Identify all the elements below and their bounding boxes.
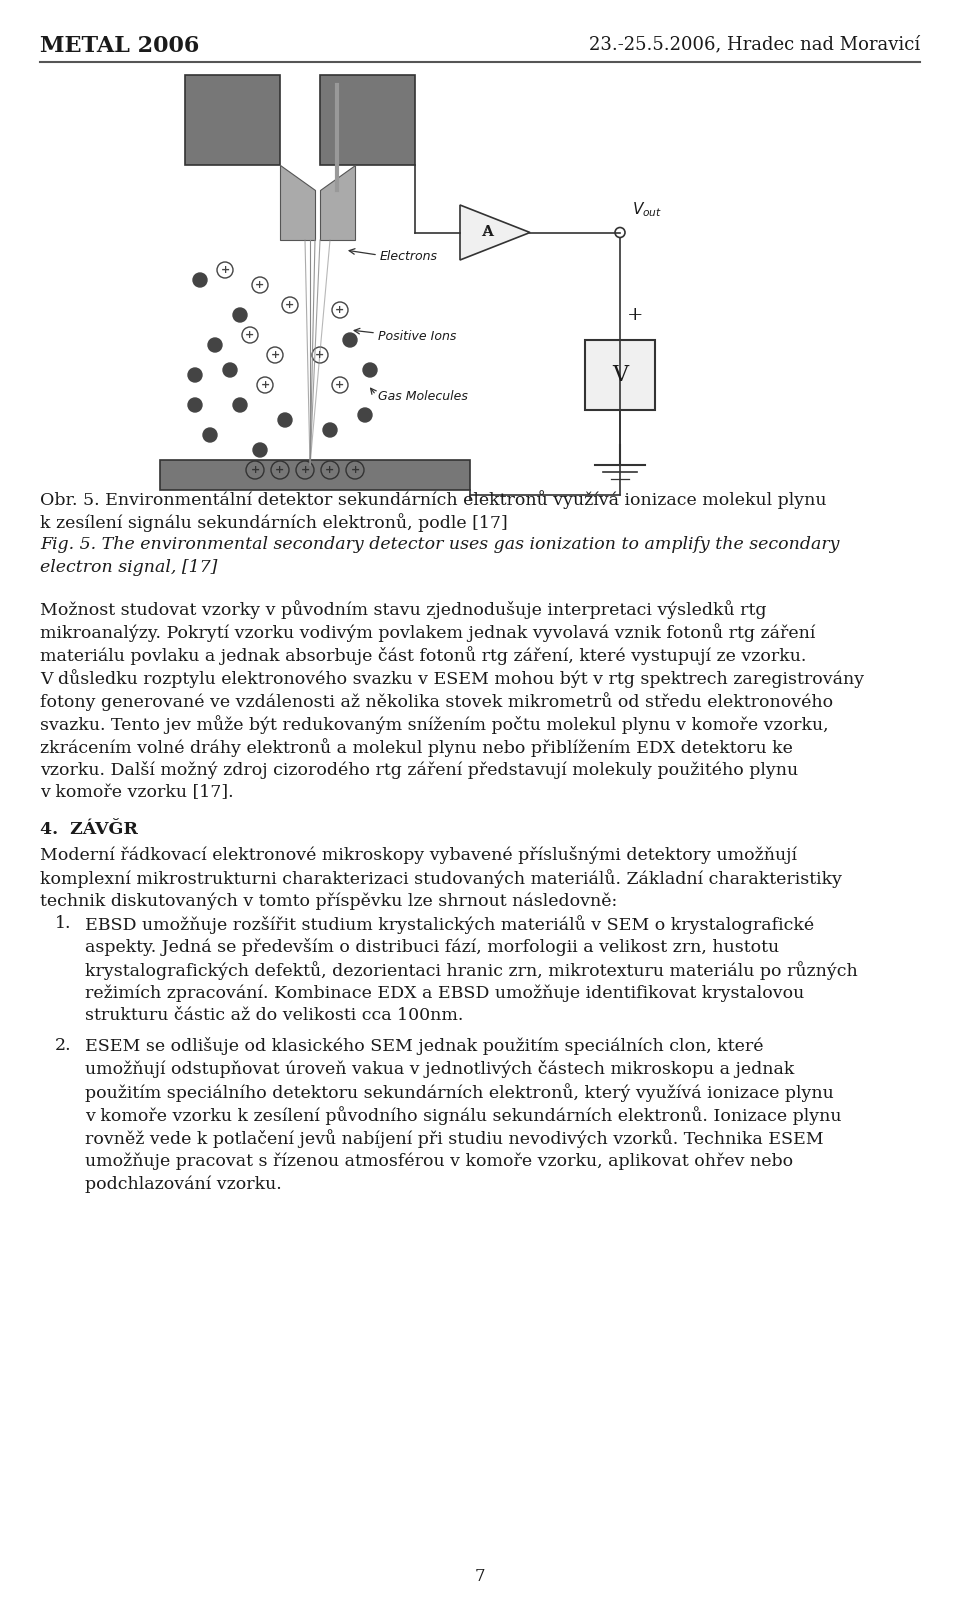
Polygon shape (280, 165, 315, 240)
Text: svazku. Tento jev může být redukovaným snížením počtu molekul plynu v komoře vzo: svazku. Tento jev může být redukovaným s… (40, 715, 828, 734)
Text: +: + (325, 466, 335, 475)
Text: 2.: 2. (55, 1037, 72, 1054)
Text: A: A (483, 226, 493, 240)
Circle shape (193, 274, 207, 286)
Text: $V_{out}$: $V_{out}$ (632, 200, 662, 219)
Text: 7: 7 (474, 1568, 486, 1586)
Text: Fig. 5. The environmental secondary detector uses gas ionization to amplify the : Fig. 5. The environmental secondary dete… (40, 536, 839, 554)
Text: Gas Molecules: Gas Molecules (378, 390, 468, 403)
Text: Obr. 5. Environmentální detektor sekundárních elektronů využívá ionizace molekul: Obr. 5. Environmentální detektor sekundá… (40, 490, 827, 509)
Text: +: + (246, 330, 254, 341)
Bar (585, 341, 655, 410)
Bar (160, 461, 470, 490)
Circle shape (358, 408, 372, 422)
Circle shape (278, 413, 292, 427)
Text: +: + (271, 350, 279, 360)
Text: technik diskutovaných v tomto příspěvku lze shrnout následovně:: technik diskutovaných v tomto příspěvku … (40, 893, 617, 910)
Text: +: + (255, 280, 265, 290)
Text: 1.: 1. (55, 915, 71, 933)
Text: +: + (335, 379, 345, 390)
Text: rovněž vede k potlačení jevů nabíjení při studiu nevodivých vzorků. Technika ESE: rovněž vede k potlačení jevů nabíjení př… (85, 1130, 824, 1149)
Text: umožňuje pracovat s řízenou atmosférou v komoře vzorku, aplikovat ohřev nebo: umožňuje pracovat s řízenou atmosférou v… (85, 1152, 793, 1170)
Circle shape (253, 443, 267, 458)
Text: +: + (221, 266, 229, 275)
Text: +: + (276, 466, 284, 475)
Text: krystalografických defektů, dezorientaci hranic zrn, mikrotexturu materiálu po r: krystalografických defektů, dezorientaci… (85, 962, 857, 981)
Text: +: + (335, 306, 345, 315)
Text: k zesílení signálu sekundárních elektronů, podle [17]: k zesílení signálu sekundárních elektron… (40, 514, 508, 531)
Circle shape (188, 368, 202, 382)
Text: strukturu částic až do velikosti cca 100nm.: strukturu částic až do velikosti cca 100… (85, 1008, 464, 1024)
Circle shape (233, 398, 247, 411)
Text: zkrácením volné dráhy elektronů a molekul plynu nebo přiblížením EDX detektoru k: zkrácením volné dráhy elektronů a moleku… (40, 739, 793, 757)
Circle shape (233, 307, 247, 322)
Text: aspekty. Jedná se především o distribuci fází, morfologii a velikost zrn, hustot: aspekty. Jedná se především o distribuci… (85, 939, 780, 957)
Text: +: + (316, 350, 324, 360)
Text: Možnost studovat vzorky v původním stavu zjednodušuje interpretaci výsledků rtg: Možnost studovat vzorky v původním stavu… (40, 600, 766, 619)
Polygon shape (460, 205, 530, 259)
Text: +: + (300, 466, 310, 475)
Text: A: A (481, 226, 492, 240)
Circle shape (363, 363, 377, 378)
Text: podchlazování vzorku.: podchlazování vzorku. (85, 1176, 281, 1194)
Text: ESEM se odlišuje od klasického SEM jednak použitím speciálních clon, které: ESEM se odlišuje od klasického SEM jedna… (85, 1037, 763, 1056)
Text: Moderní řádkovací elektronové mikroskopy vybavené příslušnými detektory umožňují: Moderní řádkovací elektronové mikroskopy… (40, 846, 797, 864)
Text: 4.  ZÁVĞR: 4. ZÁVĞR (40, 821, 138, 838)
Text: v komoře vzorku k zesílení původního signálu sekundárních elektronů. Ionizace pl: v komoře vzorku k zesílení původního sig… (85, 1107, 842, 1125)
Bar (320, 75, 415, 165)
Circle shape (323, 422, 337, 437)
Text: +: + (260, 379, 270, 390)
Text: materiálu povlaku a jednak absorbuje část fotonů rtg záření, které vystupují ze : materiálu povlaku a jednak absorbuje čás… (40, 646, 806, 666)
Text: komplexní mikrostrukturni charakterizaci studovaných materiálů. Základní charakt: komplexní mikrostrukturni charakterizaci… (40, 869, 842, 888)
Text: Positive Ions: Positive Ions (378, 330, 456, 342)
Text: v komoře vzorku [17].: v komoře vzorku [17]. (40, 784, 233, 802)
Text: V důsledku rozptylu elektronového svazku v ESEM mohou být v rtg spektrech zaregi: V důsledku rozptylu elektronového svazku… (40, 669, 864, 688)
Text: +: + (251, 466, 259, 475)
Text: electron signal, [17]: electron signal, [17] (40, 558, 217, 576)
Text: EBSD umožňuje rozšířit studium krystalických materiálů v SEM o krystalografické: EBSD umožňuje rozšířit studium krystalic… (85, 915, 814, 934)
Circle shape (188, 398, 202, 411)
Text: +: + (285, 301, 295, 310)
Bar (185, 75, 280, 165)
Text: 23.-25.5.2006, Hradec nad Moravicí: 23.-25.5.2006, Hradec nad Moravicí (588, 35, 920, 53)
Text: použitím speciálního detektoru sekundárních elektronů, který využívá ionizace pl: použitím speciálního detektoru sekundárn… (85, 1083, 833, 1102)
Text: +: + (350, 466, 360, 475)
Text: +: + (627, 306, 643, 323)
Circle shape (208, 338, 222, 352)
Text: METAL 2006: METAL 2006 (40, 35, 200, 58)
Circle shape (203, 427, 217, 442)
Circle shape (343, 333, 357, 347)
Circle shape (223, 363, 237, 378)
Text: režimích zpracování. Kombinace EDX a EBSD umožňuje identifikovat krystalovou: režimích zpracování. Kombinace EDX a EBS… (85, 984, 804, 1002)
Text: vzorku. Další možný zdroj cizorodého rtg záření představují molekuly použitého p: vzorku. Další možný zdroj cizorodého rtg… (40, 762, 798, 779)
Polygon shape (320, 165, 355, 240)
Text: umožňují odstupňovat úroveň vakua v jednotlivých částech mikroskopu a jednak: umožňují odstupňovat úroveň vakua v jedn… (85, 1061, 794, 1078)
Text: mikroanalýzy. Pokrytí vzorku vodivým povlakem jednak vyvolavá vznik fotonů rtg z: mikroanalýzy. Pokrytí vzorku vodivým pov… (40, 624, 815, 642)
Text: V: V (612, 365, 628, 386)
Text: Electrons: Electrons (380, 250, 438, 262)
Text: fotony generované ve vzdálenosti až několika stovek mikrometrů od středu elektro: fotony generované ve vzdálenosti až něko… (40, 693, 833, 712)
